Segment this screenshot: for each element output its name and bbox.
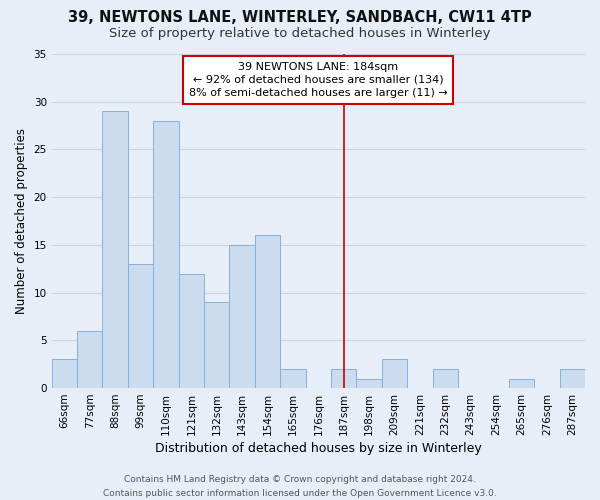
Bar <box>77 331 103 388</box>
Bar <box>179 274 204 388</box>
Bar <box>255 236 280 388</box>
Bar <box>331 369 356 388</box>
Bar <box>103 112 128 388</box>
Text: 39 NEWTONS LANE: 184sqm
← 92% of detached houses are smaller (134)
8% of semi-de: 39 NEWTONS LANE: 184sqm ← 92% of detache… <box>189 62 448 98</box>
Bar <box>356 378 382 388</box>
Bar <box>204 302 229 388</box>
Bar <box>153 121 179 388</box>
Bar <box>128 264 153 388</box>
Text: Contains HM Land Registry data © Crown copyright and database right 2024.
Contai: Contains HM Land Registry data © Crown c… <box>103 476 497 498</box>
Bar <box>52 360 77 388</box>
Y-axis label: Number of detached properties: Number of detached properties <box>15 128 28 314</box>
Bar <box>433 369 458 388</box>
Text: 39, NEWTONS LANE, WINTERLEY, SANDBACH, CW11 4TP: 39, NEWTONS LANE, WINTERLEY, SANDBACH, C… <box>68 10 532 25</box>
Bar <box>509 378 534 388</box>
X-axis label: Distribution of detached houses by size in Winterley: Distribution of detached houses by size … <box>155 442 482 455</box>
Text: Size of property relative to detached houses in Winterley: Size of property relative to detached ho… <box>109 28 491 40</box>
Bar <box>382 360 407 388</box>
Bar <box>280 369 305 388</box>
Bar <box>560 369 585 388</box>
Bar <box>229 245 255 388</box>
